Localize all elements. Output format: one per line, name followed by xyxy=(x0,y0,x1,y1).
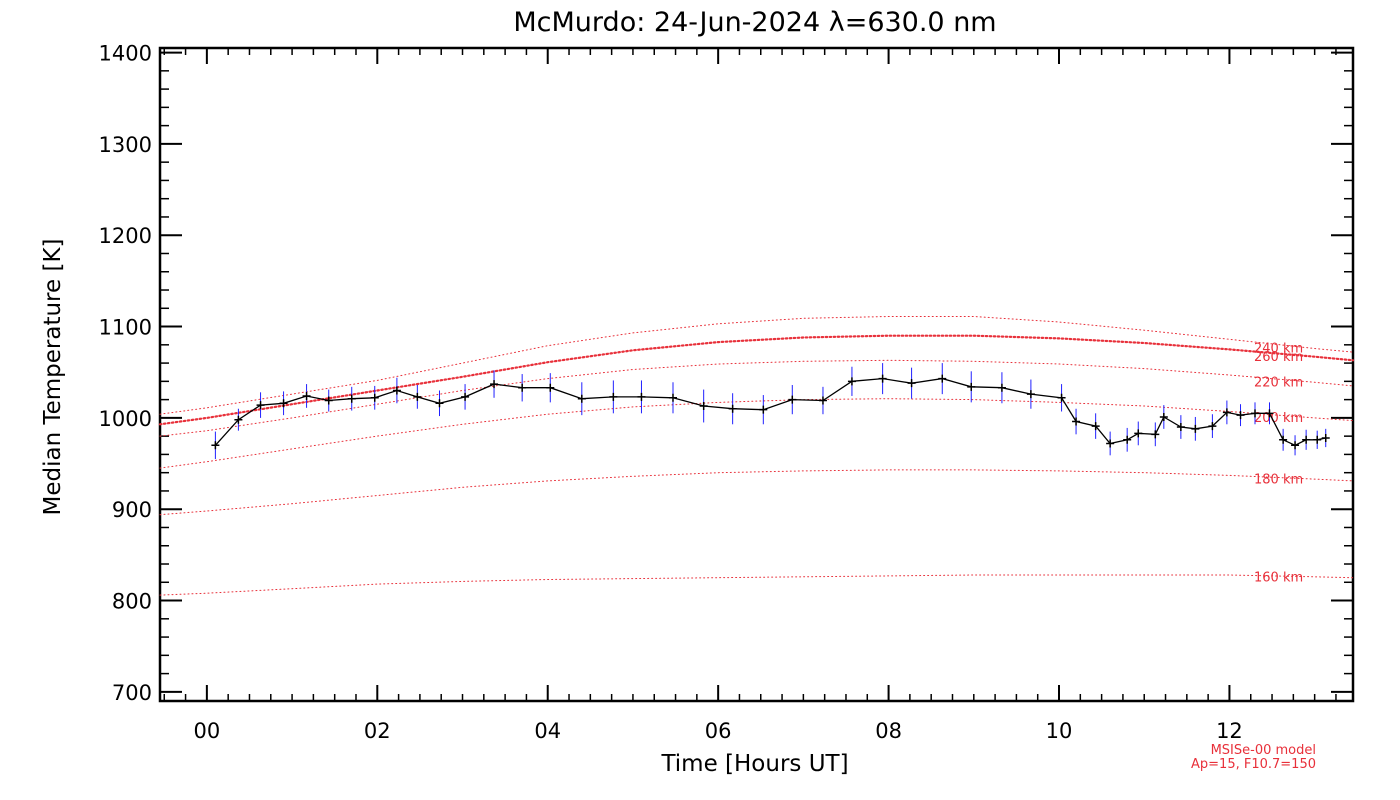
data-point xyxy=(818,396,827,405)
y-tick-label: 1100 xyxy=(99,316,152,340)
y-tick-label: 1000 xyxy=(99,407,152,431)
data-point xyxy=(1151,430,1160,439)
data-point xyxy=(1279,435,1288,444)
data-point xyxy=(1191,424,1200,433)
model-curve-label: 200 km xyxy=(1254,411,1303,426)
data-series xyxy=(211,363,1330,459)
model-curve xyxy=(158,334,1355,426)
model-curve-label: 240 km xyxy=(1254,342,1303,357)
data-point xyxy=(435,399,444,408)
model-curve xyxy=(159,398,1354,469)
data-point xyxy=(461,392,470,401)
data-point xyxy=(1313,435,1322,444)
data-point xyxy=(1072,417,1081,426)
model-curve-label: 180 km xyxy=(1254,473,1303,488)
model-curve xyxy=(159,469,1354,516)
plot-frame xyxy=(158,46,1355,703)
data-point xyxy=(1026,390,1035,399)
data-point xyxy=(1159,412,1168,421)
y-tick-label: 1200 xyxy=(99,224,152,248)
data-point xyxy=(1291,441,1300,450)
y-tick-label: 900 xyxy=(112,498,152,522)
data-point xyxy=(609,392,618,401)
data-point xyxy=(1208,422,1217,431)
data-point xyxy=(1302,435,1311,444)
chart-title: McMurdo: 24-Jun-2024 λ=630.0 nm xyxy=(513,7,996,38)
data-point xyxy=(546,383,555,392)
data-point xyxy=(302,391,311,400)
data-point xyxy=(668,393,677,402)
x-tick-label: 04 xyxy=(534,719,561,743)
y-tick-label: 1400 xyxy=(99,42,152,66)
y-tick-label: 800 xyxy=(112,590,152,614)
data-point xyxy=(211,441,220,450)
y-tick-labels: 700 800 900 1000 1100 1200 1300 1400 xyxy=(99,42,152,705)
data-point xyxy=(847,377,856,386)
data-point xyxy=(577,394,586,403)
data-point xyxy=(1123,435,1132,444)
data-point xyxy=(413,392,422,401)
model-annotation-line2: Ap=15, F10.7=150 xyxy=(1191,757,1316,772)
model-curve-label: 160 km xyxy=(1254,571,1303,586)
data-point xyxy=(728,404,737,413)
data-point xyxy=(370,393,379,402)
y-tick-label: 700 xyxy=(112,681,152,705)
data-point xyxy=(256,401,265,410)
data-point xyxy=(518,383,527,392)
data-point xyxy=(324,396,333,405)
x-tick-labels: 00 02 04 06 08 10 12 xyxy=(194,719,1243,743)
data-point xyxy=(788,395,797,404)
data-point xyxy=(1091,422,1100,431)
data-point xyxy=(1265,409,1274,418)
x-tick-label: 08 xyxy=(875,719,902,743)
data-point xyxy=(1236,411,1245,420)
model-curve-label: 260 km xyxy=(1254,350,1303,365)
model-curve xyxy=(159,316,1354,415)
data-point xyxy=(1222,408,1231,417)
data-point xyxy=(1057,393,1066,402)
x-tick-label: 06 xyxy=(705,719,732,743)
x-axis-label: Time [Hours UT] xyxy=(660,751,848,777)
model-curve-label: 220 km xyxy=(1254,376,1303,391)
data-point xyxy=(759,405,768,414)
data-point xyxy=(637,392,646,401)
data-point xyxy=(997,383,1006,392)
model-curve xyxy=(159,359,1354,437)
y-tick-label: 1300 xyxy=(99,133,152,157)
x-tick-label: 02 xyxy=(364,719,391,743)
x-tick-label: 10 xyxy=(1046,719,1073,743)
data-point xyxy=(907,379,916,388)
x-tick-label: 00 xyxy=(194,719,221,743)
y-axis-label: Median Temperature [K] xyxy=(40,239,66,516)
x-tick-label: 12 xyxy=(1216,719,1243,743)
data-point xyxy=(1134,429,1143,438)
data-point xyxy=(878,374,887,383)
data-point xyxy=(347,394,356,403)
data-point xyxy=(1106,439,1115,448)
data-point xyxy=(1251,409,1259,418)
data-point xyxy=(967,382,976,391)
data-point xyxy=(1321,433,1330,442)
data-point xyxy=(279,399,288,408)
data-point xyxy=(234,415,243,424)
data-point xyxy=(938,374,947,383)
model-curves xyxy=(158,316,1355,596)
model-annotation-line1: MSISe-00 model xyxy=(1211,743,1316,758)
data-point xyxy=(490,380,499,389)
data-point xyxy=(392,386,401,395)
model-curve xyxy=(159,574,1354,596)
data-point xyxy=(699,402,708,411)
data-point xyxy=(1176,423,1185,432)
axis-ticks xyxy=(160,48,1353,701)
